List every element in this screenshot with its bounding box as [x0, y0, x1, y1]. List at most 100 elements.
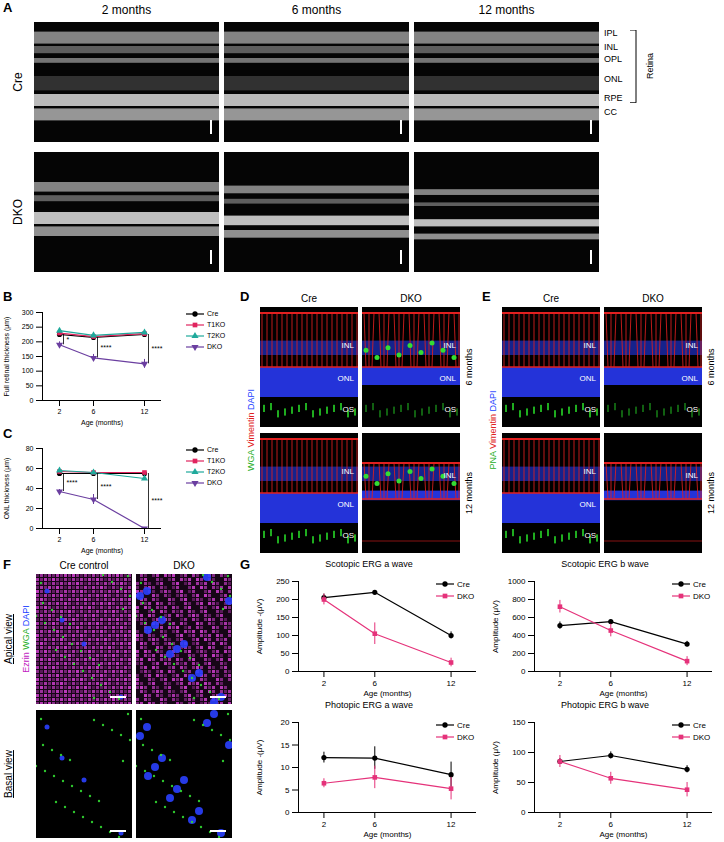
svg-text:6: 6	[92, 536, 96, 543]
svg-text:Amplitude -(μV): Amplitude -(μV)	[255, 739, 264, 795]
svg-text:2: 2	[58, 536, 62, 543]
svg-text:150: 150	[22, 353, 34, 360]
svg-text:Age (months): Age (months)	[363, 830, 411, 839]
svg-text:0: 0	[521, 667, 526, 676]
svg-text:0: 0	[285, 667, 290, 676]
svg-text:OS: OS	[342, 531, 354, 540]
svg-text:Amplitude (μV): Amplitude (μV)	[491, 600, 500, 653]
svg-text:10: 10	[281, 763, 290, 772]
svg-text:250: 250	[276, 577, 290, 586]
svg-text:12: 12	[683, 820, 692, 829]
svg-text:6: 6	[373, 820, 378, 829]
svg-text:Age (months): Age (months)	[81, 419, 123, 427]
svg-text:****: ****	[101, 483, 112, 490]
svg-text:200: 200	[276, 595, 290, 604]
svg-text:INL: INL	[584, 467, 597, 476]
svg-text:40: 40	[26, 485, 34, 492]
html-text:Retina: Retina	[644, 53, 655, 80]
svg-text:6: 6	[609, 679, 614, 688]
svg-text:12: 12	[683, 679, 692, 688]
svg-text:6: 6	[609, 820, 614, 829]
html-text:OPL: OPL	[604, 54, 622, 65]
svg-text:100: 100	[22, 367, 34, 374]
html-text:DKO: DKO	[11, 199, 25, 225]
svg-text:300: 300	[22, 309, 34, 316]
svg-text:Amplitude -(μV): Amplitude -(μV)	[255, 598, 264, 654]
svg-text:2: 2	[558, 820, 563, 829]
svg-text:Age (months): Age (months)	[81, 547, 123, 555]
html-text:12 months: 12 months	[478, 3, 535, 17]
svg-text:Age (months): Age (months)	[599, 689, 647, 698]
svg-text:ONL: ONL	[440, 374, 457, 383]
svg-text:OS: OS	[584, 531, 596, 540]
svg-text:1000: 1000	[508, 577, 526, 586]
svg-text:Age (months): Age (months)	[599, 830, 647, 839]
svg-text:****: ****	[101, 344, 112, 351]
svg-text:250: 250	[22, 323, 34, 330]
svg-text:60: 60	[26, 465, 34, 472]
svg-text:****: ****	[67, 479, 78, 486]
svg-text:6: 6	[373, 679, 378, 688]
svg-text:Amplitude (μV): Amplitude (μV)	[491, 741, 500, 794]
html-text:Cre: Cre	[11, 72, 25, 92]
svg-text:INL: INL	[444, 341, 457, 350]
svg-text:200: 200	[22, 338, 34, 345]
svg-text:20: 20	[26, 505, 34, 512]
html-text:6 months: 6 months	[291, 3, 342, 17]
svg-text:12: 12	[447, 820, 456, 829]
svg-text:OS: OS	[444, 405, 456, 414]
svg-text:0: 0	[30, 397, 34, 404]
svg-text:ONL: ONL	[580, 374, 597, 383]
svg-text:INL: INL	[444, 471, 457, 480]
svg-text:50: 50	[517, 778, 526, 787]
svg-text:12: 12	[141, 536, 149, 543]
svg-text:ONL: ONL	[682, 374, 699, 383]
svg-text:2: 2	[58, 408, 62, 415]
svg-text:****: ****	[152, 345, 163, 352]
svg-text:ONL thickness (μm): ONL thickness (μm)	[3, 458, 11, 520]
svg-text:ONL: ONL	[338, 374, 355, 383]
svg-text:INL: INL	[686, 471, 699, 480]
svg-text:OS: OS	[584, 405, 596, 414]
svg-text:600: 600	[512, 613, 526, 622]
svg-text:12: 12	[141, 408, 149, 415]
svg-text:*: *	[67, 336, 70, 343]
svg-text:2: 2	[322, 679, 327, 688]
svg-text:6: 6	[92, 408, 96, 415]
svg-text:OS: OS	[686, 405, 698, 414]
svg-text:0: 0	[285, 808, 290, 817]
svg-text:Full retinal thickness (μm): Full retinal thickness (μm)	[3, 317, 11, 397]
svg-text:INL: INL	[686, 341, 699, 350]
html-text:2 months: 2 months	[101, 3, 152, 17]
svg-text:ONL: ONL	[580, 500, 597, 509]
svg-text:****: ****	[152, 497, 163, 504]
svg-text:0: 0	[30, 525, 34, 532]
svg-text:20: 20	[281, 718, 290, 727]
svg-text:50: 50	[281, 649, 290, 658]
html-text:INL: INL	[604, 42, 618, 53]
svg-text:2: 2	[558, 679, 563, 688]
svg-text:100: 100	[276, 631, 290, 640]
svg-text:400: 400	[512, 631, 526, 640]
svg-text:150: 150	[276, 613, 290, 622]
svg-text:80: 80	[26, 445, 34, 452]
svg-text:OS: OS	[342, 405, 354, 414]
svg-text:15: 15	[281, 741, 290, 750]
html-text:CC: CC	[604, 107, 617, 118]
svg-text:2: 2	[322, 820, 327, 829]
svg-text:150: 150	[512, 718, 526, 727]
svg-text:ONL: ONL	[338, 500, 355, 509]
svg-text:800: 800	[512, 595, 526, 604]
svg-text:50: 50	[26, 382, 34, 389]
svg-text:12: 12	[447, 679, 456, 688]
svg-text:5: 5	[285, 786, 290, 795]
html-text:ONL: ONL	[604, 73, 623, 84]
svg-text:INL: INL	[342, 467, 355, 476]
svg-text:200: 200	[512, 649, 526, 658]
svg-text:Age (months): Age (months)	[363, 689, 411, 698]
svg-text:0: 0	[521, 808, 526, 817]
svg-text:INL: INL	[342, 341, 355, 350]
svg-text:INL: INL	[584, 341, 597, 350]
html-text:RPE: RPE	[604, 92, 623, 103]
svg-text:100: 100	[512, 748, 526, 757]
